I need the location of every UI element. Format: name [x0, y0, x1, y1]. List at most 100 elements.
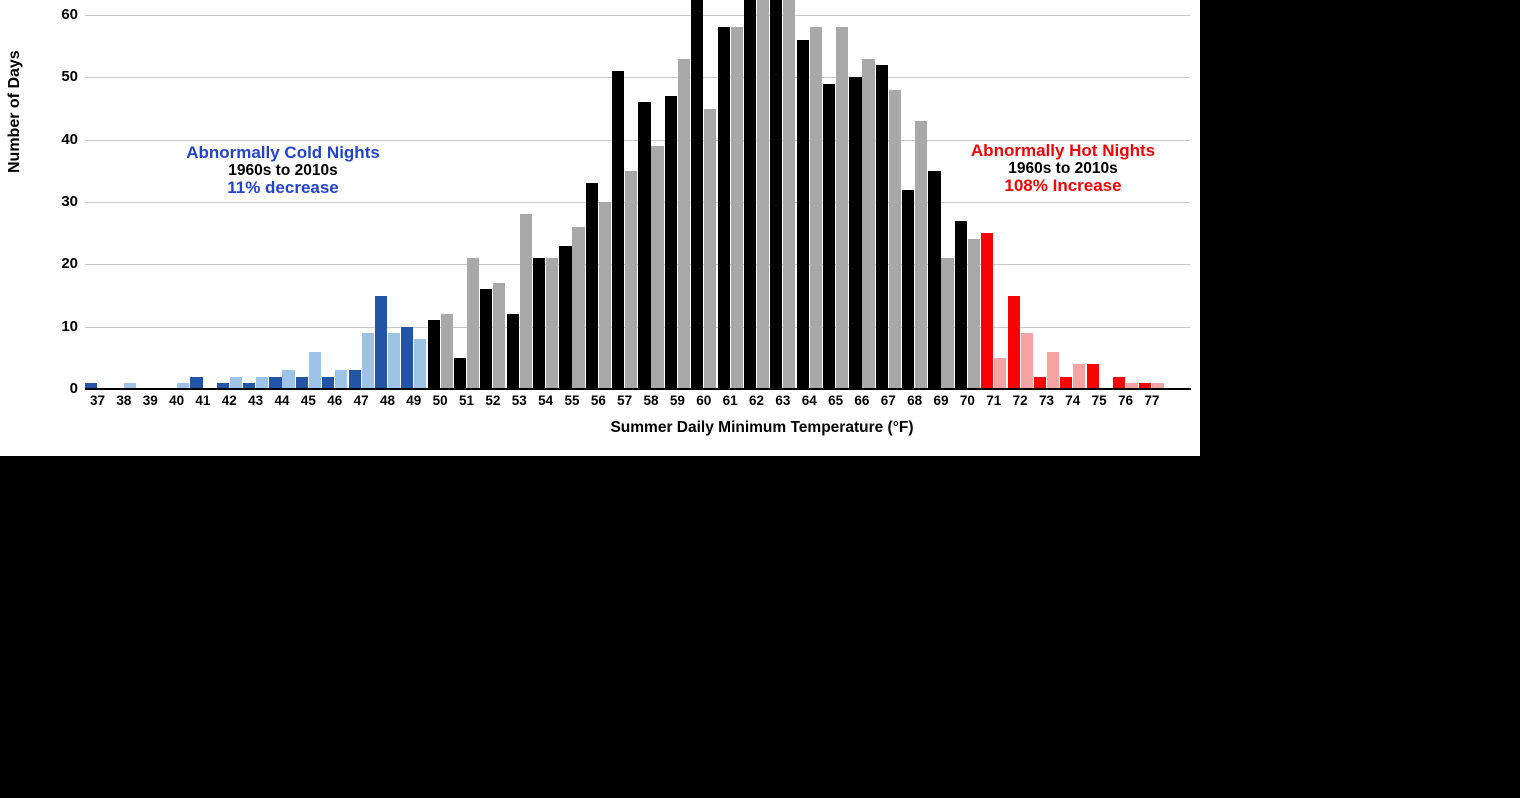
bar-47-dark: [348, 370, 361, 389]
bar-48-light: [387, 332, 401, 389]
bar-52-dark: [480, 289, 493, 389]
x-tick-label-54: 54: [538, 393, 554, 408]
bar-58-dark: [638, 102, 651, 389]
bar-64-light: [809, 27, 822, 389]
bar-65-dark: [822, 83, 836, 389]
x-tick-label-51: 51: [459, 393, 475, 408]
x-tick-label-76: 76: [1118, 393, 1134, 408]
bar-50-light: [440, 314, 453, 389]
bar-45-light: [308, 351, 321, 389]
bar-55-dark: [559, 245, 572, 389]
bar-77-light: [1152, 382, 1165, 389]
bar-76-light: [1125, 382, 1139, 389]
bar-41-dark: [190, 376, 203, 389]
x-tick-label-70: 70: [959, 393, 975, 408]
gridline-y-50: [85, 77, 1190, 79]
bar-42-light: [229, 376, 242, 389]
bar-61-dark: [717, 27, 730, 389]
bar-56-dark: [585, 183, 598, 389]
y-tick-label-60: 60: [61, 6, 78, 23]
gridline-y-20: [85, 264, 1190, 266]
bar-65-light: [835, 27, 849, 389]
x-tick-label-53: 53: [511, 393, 527, 408]
bar-37-dark: [84, 382, 98, 389]
x-axis-line: [85, 388, 1191, 390]
bar-52-light: [493, 283, 506, 389]
x-axis-title: Summer Daily Minimum Temperature (°F): [610, 419, 914, 436]
bar-76-dark: [1112, 376, 1126, 389]
bar-57-dark: [612, 71, 625, 389]
bar-67-light: [888, 89, 901, 389]
y-tick-label-40: 40: [61, 130, 78, 148]
x-tick-label-43: 43: [248, 393, 264, 408]
bar-73-dark: [1033, 376, 1047, 389]
bar-51-dark: [453, 357, 467, 389]
bar-69-light: [941, 258, 954, 389]
cold-annotation-period: 1960s to 2010s: [228, 161, 338, 179]
bar-38-light: [124, 382, 137, 389]
gridline-y-60: [85, 15, 1190, 16]
cold-annotation-title: Abnormally Cold Nights: [186, 143, 380, 162]
bar-43-light: [256, 376, 269, 389]
bar-75-dark: [1086, 364, 1099, 389]
cold-annotation-change: 11% decrease: [227, 178, 339, 197]
bar-55-light: [572, 226, 585, 389]
hot-annotation-period: 1960s to 2010s: [1008, 159, 1118, 177]
y-tick-label-0: 0: [69, 380, 78, 397]
bar-57-light: [625, 170, 638, 389]
bar-71-dark: [981, 233, 994, 389]
x-tick-label-55: 55: [564, 393, 580, 408]
bar-51-light: [466, 258, 480, 389]
x-tick-label-63: 63: [775, 393, 791, 408]
bar-49-light: [414, 339, 427, 389]
x-tick-label-38: 38: [116, 393, 132, 408]
bar-40-light: [176, 382, 190, 389]
x-tick-label-45: 45: [300, 393, 316, 408]
bar-60-dark: [691, 0, 704, 389]
y-tick-label-20: 20: [61, 255, 78, 273]
x-tick-label-44: 44: [274, 393, 290, 408]
y-tick-label-30: 30: [61, 193, 78, 210]
bar-77-dark: [1139, 382, 1152, 389]
bar-54-light: [546, 258, 559, 389]
x-tick-label-40: 40: [169, 393, 185, 408]
bar-74-dark: [1060, 376, 1073, 389]
bar-43-dark: [243, 382, 256, 389]
bar-68-light: [915, 120, 928, 389]
x-tick-label-66: 66: [854, 393, 870, 408]
bar-74-light: [1073, 364, 1086, 389]
bar-72-dark: [1007, 295, 1020, 389]
x-tick-label-69: 69: [933, 393, 949, 408]
x-tick-label-41: 41: [195, 393, 211, 408]
x-tick-label-39: 39: [142, 393, 158, 408]
plot-area: 0 10 20 30 40 50 60 37 38 39 40 41 42 43 44 45 46 47 48 49 5…: [0, 0, 1200, 456]
gridline-y-10: [85, 326, 1190, 328]
bar-62-dark: [743, 0, 757, 389]
bar-44-light: [282, 370, 295, 389]
cold-nights-annotation: Abnormally Cold Nights 1960s to 2010s 11…: [123, 144, 443, 197]
x-tick-label-57: 57: [617, 393, 633, 408]
bar-48-dark: [374, 295, 388, 389]
x-tick-label-60: 60: [696, 393, 712, 408]
bar-47-light: [361, 332, 374, 389]
bar-46-dark: [322, 376, 335, 389]
bar-59-dark: [664, 96, 677, 389]
bar-63-light: [783, 0, 796, 389]
x-tick-label-65: 65: [828, 393, 844, 408]
bar-44-dark: [269, 376, 282, 389]
bar-42-dark: [216, 382, 229, 389]
x-tick-label-72: 72: [1012, 393, 1028, 408]
x-tick-label-64: 64: [801, 393, 817, 408]
bar-73-light: [1046, 351, 1060, 389]
x-tick-label-61: 61: [722, 393, 738, 408]
bar-49-dark: [401, 326, 414, 389]
y-tick-label-10: 10: [61, 317, 78, 335]
bar-46-light: [335, 370, 348, 389]
hot-annotation-title: Abnormally Hot Nights: [970, 141, 1156, 160]
bar-70-dark: [954, 220, 967, 389]
x-tick-label-52: 52: [485, 393, 501, 408]
bar-70-light: [967, 239, 980, 389]
bar-64-dark: [796, 39, 809, 389]
bar-61-light: [730, 27, 743, 389]
